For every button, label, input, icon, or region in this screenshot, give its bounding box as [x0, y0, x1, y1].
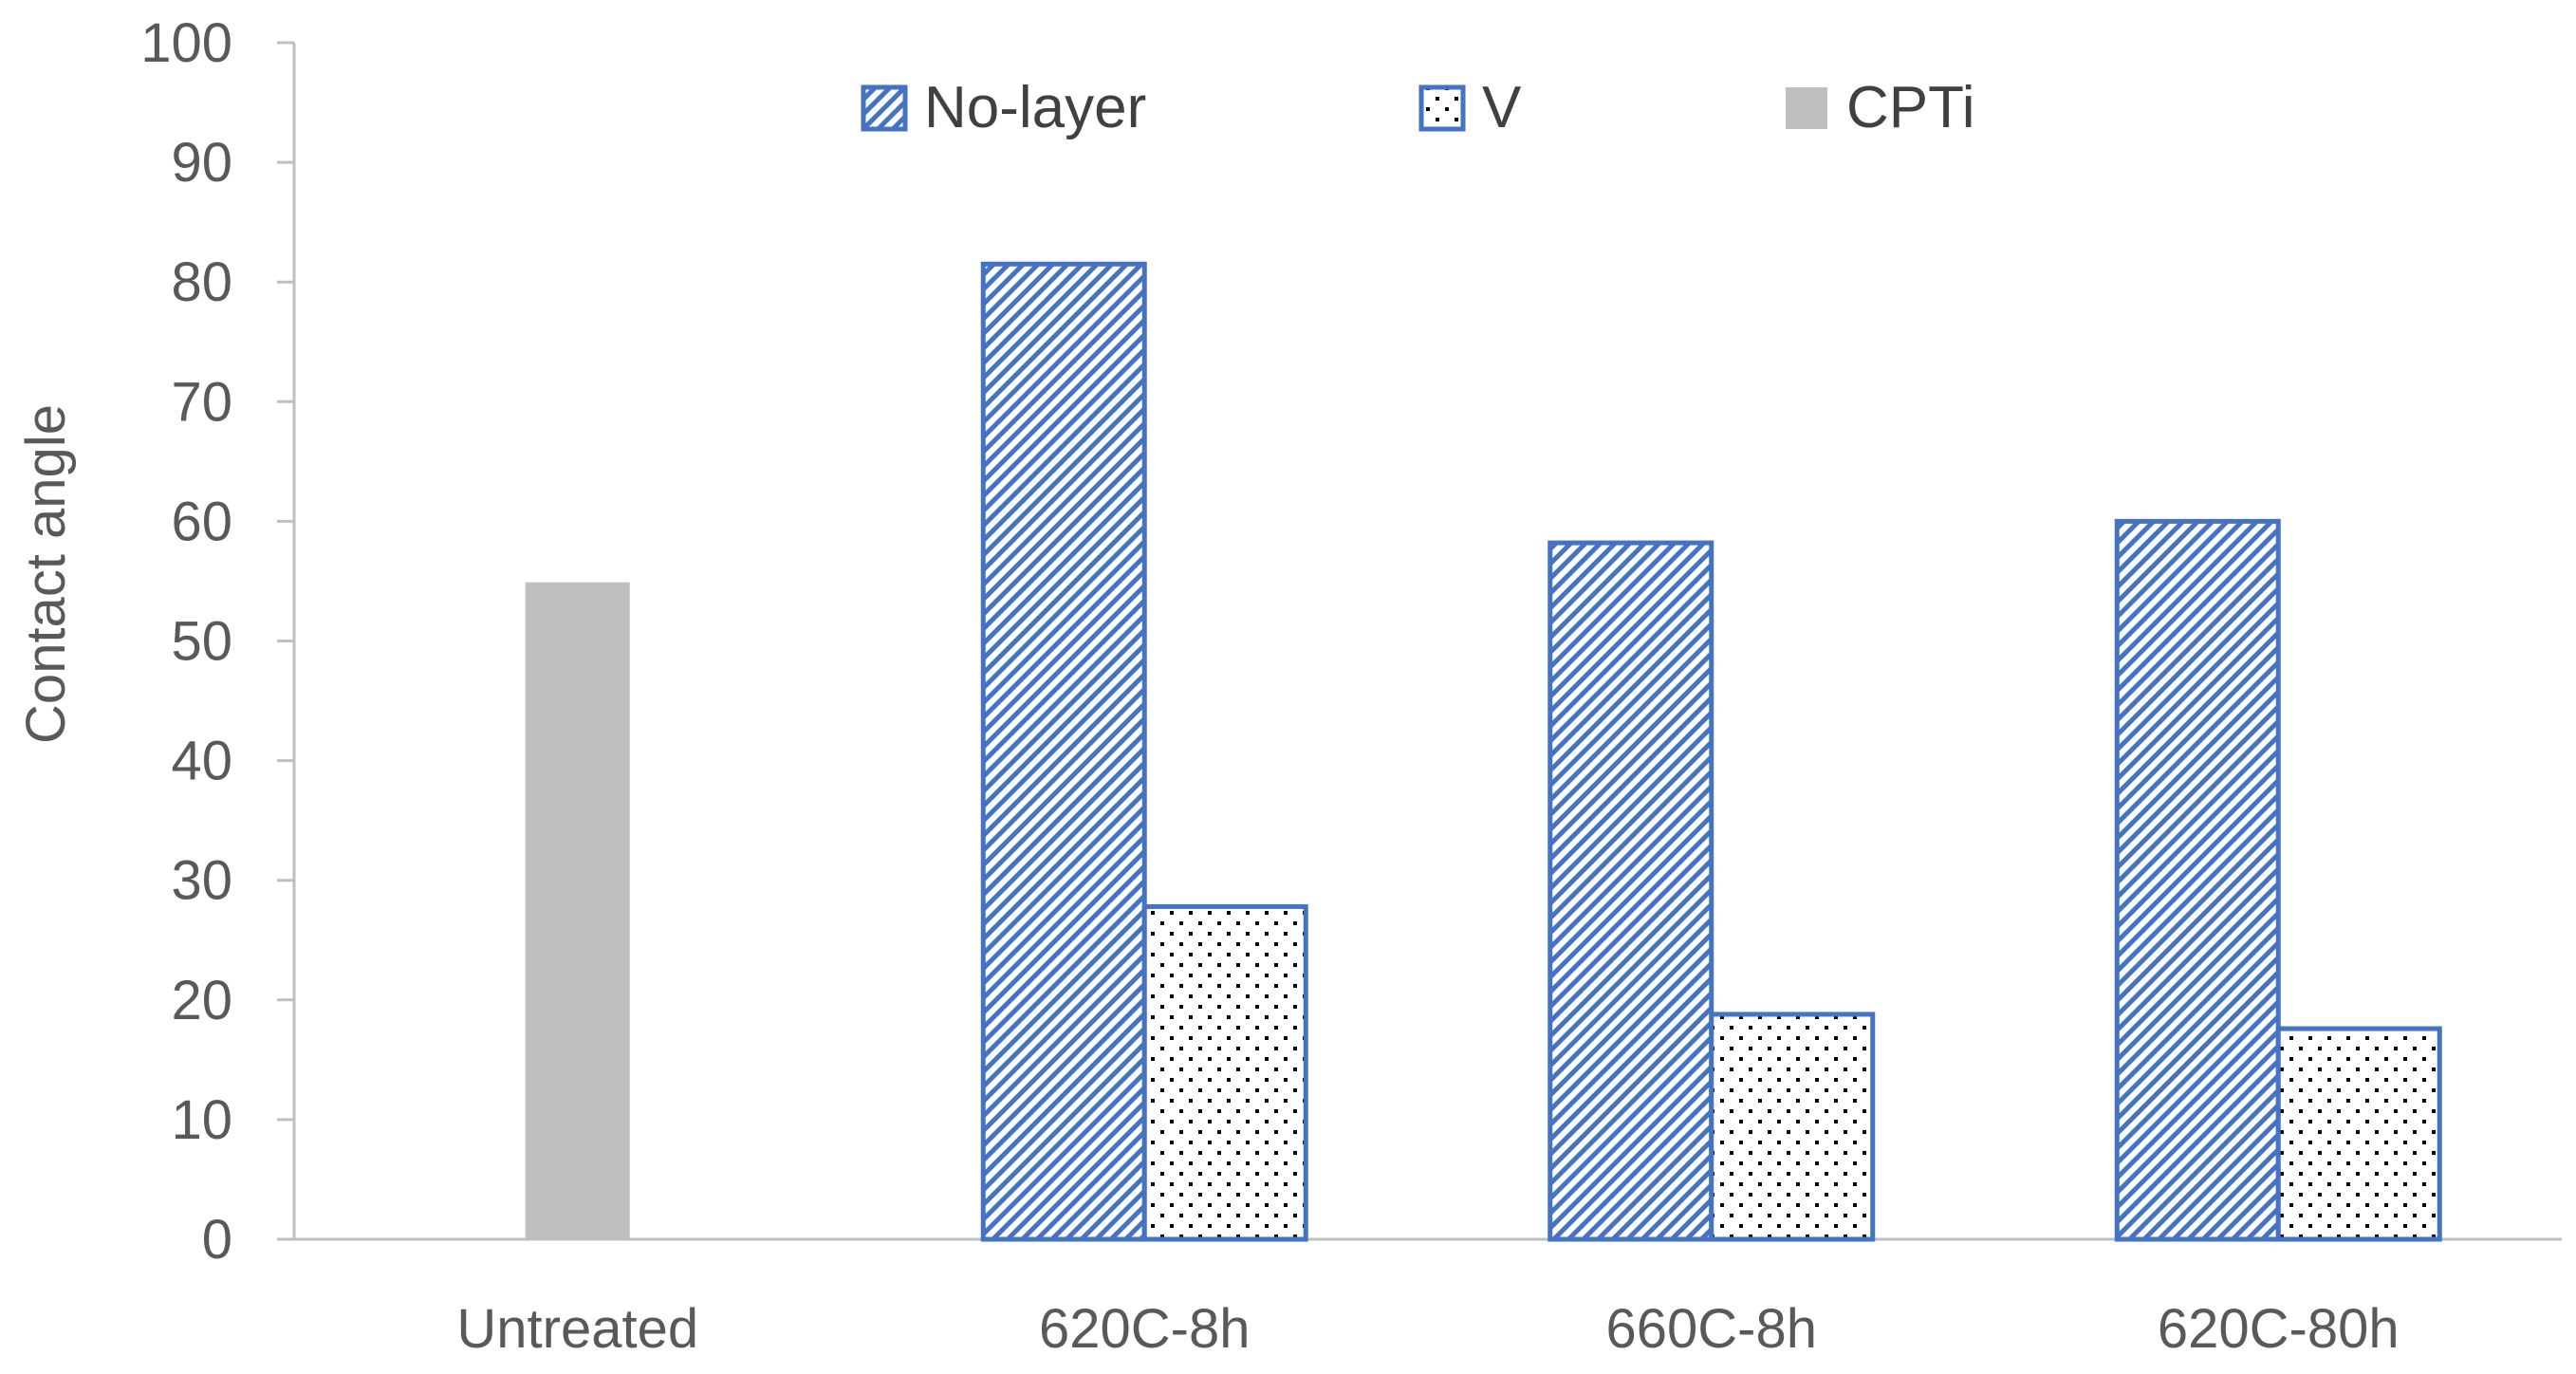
y-tick-label: 40	[171, 731, 232, 792]
legend-swatch-v	[1418, 84, 1466, 132]
legend: No-layer V CPTi	[861, 75, 1974, 140]
bar-no-layer-660c-8h	[1547, 540, 1714, 1242]
legend-swatch-cpti	[1786, 87, 1827, 129]
y-tick-label: 50	[171, 611, 232, 673]
x-tick-label: Untreated	[456, 1298, 698, 1360]
y-tick-label: 80	[171, 251, 232, 313]
bars	[525, 261, 2442, 1242]
x-tick-label: 660C-8h	[1606, 1298, 1817, 1360]
y-tick-label: 0	[202, 1209, 232, 1271]
legend-label-cpti: CPTi	[1846, 75, 1974, 140]
y-tick-label: 20	[171, 970, 232, 1031]
bar-cpti-untreated	[525, 582, 630, 1239]
legend-label-no-layer: No-layer	[924, 75, 1146, 140]
legend-swatch-no-layer	[861, 84, 908, 132]
bar-v-620c-8h	[1141, 903, 1308, 1242]
bar-v-620c-80h	[2275, 1026, 2442, 1242]
y-tick-label: 90	[171, 132, 232, 194]
x-tick-label: 620C-80h	[2158, 1298, 2400, 1360]
bar-no-layer-620c-8h	[980, 261, 1147, 1242]
y-axis-title: Contact angle	[15, 404, 77, 744]
y-tick-label: 60	[171, 491, 232, 552]
legend-label-v: V	[1482, 75, 1522, 140]
tick-labels: 0 10 20 30 40 50 60 70 80 90 100 Untreated 620C-8h 66…	[140, 12, 2399, 1360]
x-tick-label: 620C-8h	[1039, 1298, 1250, 1360]
y-tick-label: 30	[171, 850, 232, 912]
y-tick-label: 10	[171, 1089, 232, 1151]
y-tick-label: 70	[171, 371, 232, 433]
bar-no-layer-620c-80h	[2114, 518, 2281, 1242]
y-tick-label: 100	[140, 12, 232, 74]
bar-v-660c-8h	[1709, 1012, 1876, 1242]
